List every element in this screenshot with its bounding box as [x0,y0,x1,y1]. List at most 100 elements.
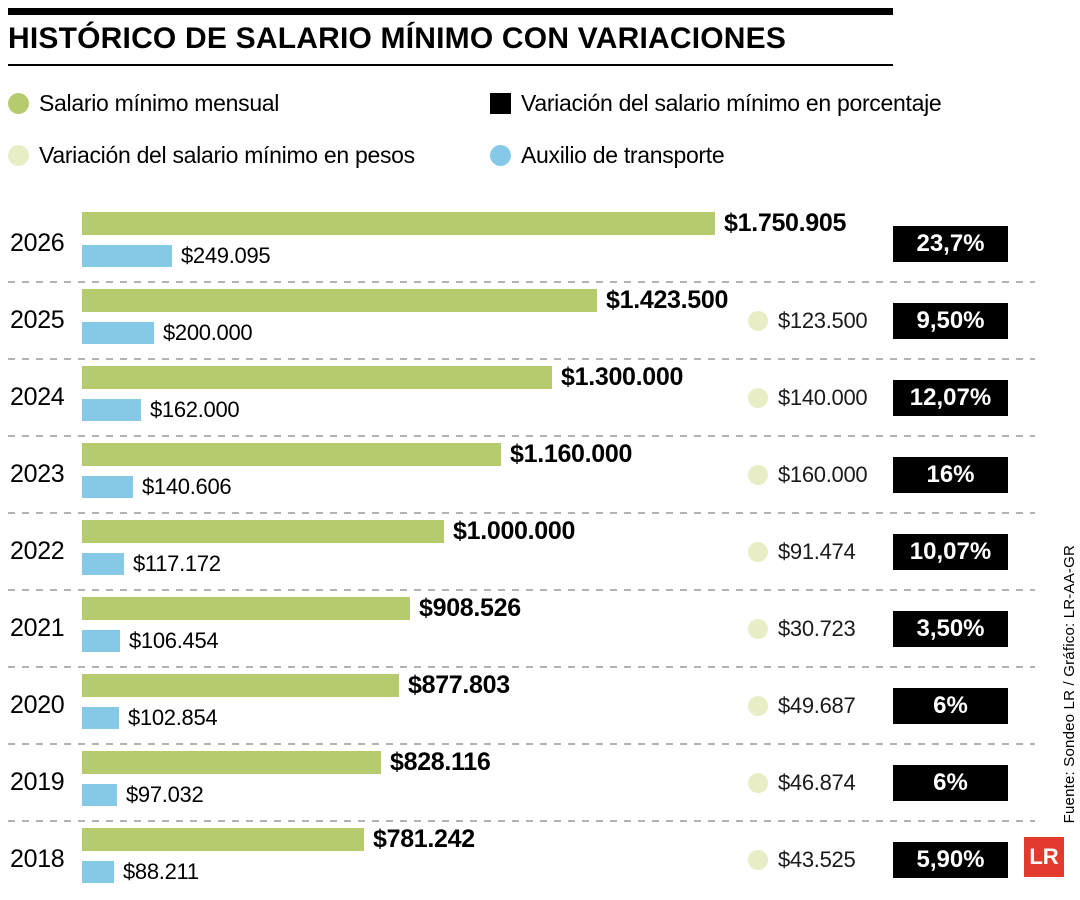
legend-label-pesos: Variación del salario mínimo en pesos [39,142,415,168]
pesos-variation: $43.525 [748,821,856,898]
year-label: 2021 [10,614,65,642]
transport-value: $117.172 [133,551,221,576]
salary-dot-icon [8,93,29,114]
salary-bar [82,289,597,312]
salary-bar [82,751,381,774]
transport-bar [82,245,172,267]
chart-row: 2020 $877.803 $102.854 $49.687 6% [8,666,1035,744]
salary-value: $908.526 [419,593,521,622]
year-label: 2024 [10,383,65,411]
transport-value: $162.000 [150,397,240,422]
pesos-value: $91.474 [778,538,856,564]
pesos-value: $123.500 [778,307,868,333]
salary-value: $1.423.500 [606,285,729,314]
year-label: 2026 [10,229,65,257]
salary-bar [82,828,364,851]
salary-value: $1.300.000 [561,362,684,391]
salary-bar [82,674,399,697]
chart-row: 2018 $781.242 $88.211 $43.525 5,90% [8,820,1035,898]
legend-item-percent: Variación del salario mínimo en porcenta… [490,90,942,117]
salary-bar [82,366,552,389]
chart-row: 2019 $828.116 $97.032 $46.874 6% [8,743,1035,821]
pesos-dot-icon [8,145,29,166]
pesos-variation: $140.000 [748,359,868,436]
lr-logo: LR [1024,837,1064,877]
percent-badge: 9,50% [893,302,1008,339]
salary-value: $828.116 [390,747,491,776]
transport-value: $249.095 [181,243,271,268]
percent-badge: 12,07% [893,379,1008,416]
pesos-variation: $91.474 [748,513,856,590]
transport-value: $200.000 [163,320,253,345]
chart-row: 2026 $1.750.905 $249.095 23,7% [8,205,1035,282]
year-label: 2020 [10,691,65,719]
pesos-variation: $30.723 [748,590,856,667]
salary-value: $1.750.905 [724,208,847,237]
legend: Salario mínimo mensual Variación del sal… [8,88,1028,188]
year-label: 2022 [10,537,65,565]
transport-dot-icon [490,145,511,166]
transport-bar [82,476,133,498]
pesos-dot-icon [748,464,768,485]
transport-bar [82,630,120,652]
percent-badge: 10,07% [893,533,1008,570]
salary-value: $781.242 [373,824,475,853]
transport-bar [82,707,119,729]
salary-bar [82,597,410,620]
pesos-value: $30.723 [778,615,856,641]
pesos-value: $49.687 [778,692,856,718]
legend-item-salary: Salario mínimo mensual [8,90,279,117]
legend-item-transport: Auxilio de transporte [490,142,725,169]
pesos-dot-icon [748,387,768,408]
pesos-value: $46.874 [778,769,856,795]
pesos-value: $160.000 [778,461,868,487]
transport-bar [82,784,117,806]
transport-bar [82,861,114,883]
legend-label-percent: Variación del salario mínimo en porcenta… [521,90,942,116]
chart-row: 2025 $1.423.500 $200.000 $123.500 9,50% [8,281,1035,359]
legend-label-salary: Salario mínimo mensual [39,90,280,116]
chart-row: 2022 $1.000.000 $117.172 $91.474 10,07% [8,512,1035,590]
percent-badge: 6% [893,764,1008,801]
pesos-variation: $49.687 [748,667,856,744]
source-credit: Fuente: Sondeo LR / Gráfico: LR-AA-GR [1061,545,1078,824]
transport-value: $102.854 [128,705,218,730]
salary-value: $1.160.000 [510,439,633,468]
page-title: HISTÓRICO DE SALARIO MÍNIMO CON VARIACIO… [8,22,787,55]
year-label: 2019 [10,768,65,796]
top-rule [8,8,893,15]
transport-value: $106.454 [129,628,219,653]
pesos-dot-icon [748,849,768,870]
percent-badge: 6% [893,687,1008,724]
pesos-dot-icon [748,541,768,562]
salary-bar [82,520,444,543]
chart-row: 2024 $1.300.000 $162.000 $140.000 12,07% [8,358,1035,436]
percent-square-icon [490,93,511,114]
pesos-dot-icon [748,772,768,793]
year-label: 2018 [10,845,65,873]
transport-bar [82,553,124,575]
year-label: 2023 [10,460,65,488]
salary-value: $1.000.000 [453,516,576,545]
title-rule [8,64,893,66]
percent-badge: 5,90% [893,841,1008,878]
chart-row: 2023 $1.160.000 $140.606 $160.000 16% [8,435,1035,513]
pesos-dot-icon [748,618,768,639]
salary-value: $877.803 [408,670,510,699]
pesos-variation: $160.000 [748,436,868,513]
pesos-value: $43.525 [778,846,856,872]
legend-label-transport: Auxilio de transporte [521,142,725,168]
salary-bar [82,212,715,235]
pesos-variation: $46.874 [748,744,856,821]
chart-rows: 2026 $1.750.905 $249.095 23,7% 2025 $1.423.50… [8,205,1035,898]
transport-value: $140.606 [142,474,232,499]
percent-badge: 23,7% [893,225,1008,262]
transport-bar [82,322,154,344]
salary-bar [82,443,501,466]
percent-badge: 3,50% [893,610,1008,647]
transport-bar [82,399,141,421]
chart-row: 2021 $908.526 $106.454 $30.723 3,50% [8,589,1035,667]
transport-value: $97.032 [126,782,204,807]
transport-value: $88.211 [123,859,199,884]
pesos-dot-icon [748,310,768,331]
